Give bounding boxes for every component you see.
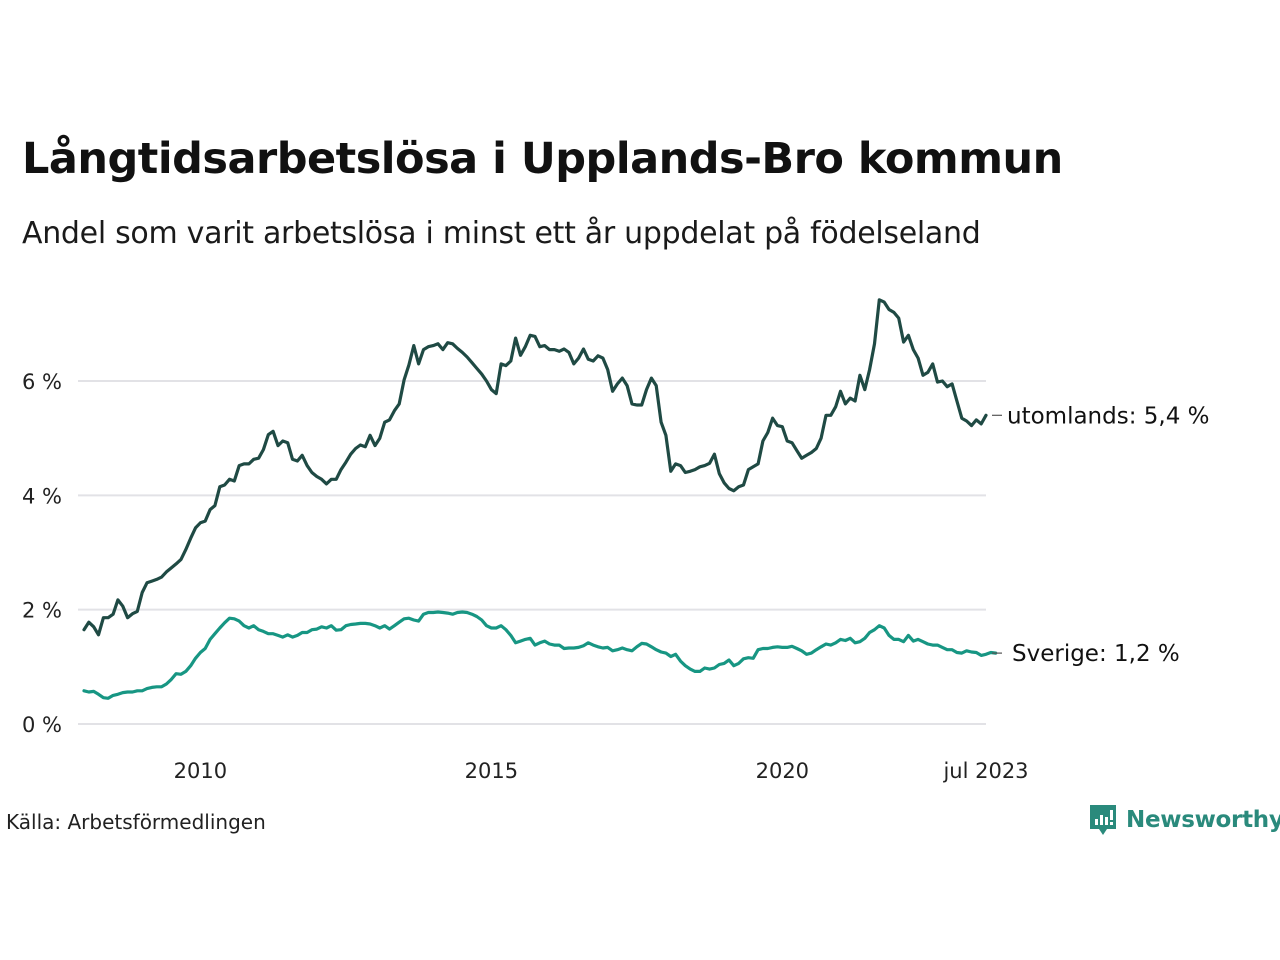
x-tick-label: jul 2023	[942, 759, 1028, 783]
chart-title: Långtidsarbetslösa i Upplands-Bro kommun	[22, 134, 1063, 184]
x-tick-label: 2020	[756, 759, 809, 783]
end-label-sverige: Sverige: 1,2 %	[1012, 641, 1180, 667]
series-line-utomlands	[82, 298, 988, 637]
y-axis-labels: 0 % 2 % 4 % 6 %	[22, 370, 62, 737]
brand-name: Newsworthy	[1126, 807, 1280, 833]
brand-logo: Newsworthy	[1088, 803, 1280, 837]
end-label-utomlands: utomlands: 5,4 %	[1007, 403, 1210, 429]
x-tick-label: 2010	[174, 759, 227, 783]
x-tick-label: 2015	[465, 759, 518, 783]
y-tick-label: 2 %	[22, 599, 62, 623]
y-tick-label: 4 %	[22, 484, 62, 508]
x-axis-labels: 2010 2015 2020 jul 2023	[174, 759, 1029, 783]
source-note: Källa: Arbetsförmedlingen	[6, 810, 266, 834]
newsworthy-logo-icon	[1090, 805, 1116, 835]
y-tick-label: 0 %	[22, 713, 62, 737]
chart-subtitle: Andel som varit arbetslösa i minst ett å…	[22, 216, 981, 251]
series-line-sverige	[82, 610, 998, 700]
series-end-labels: utomlands: 5,4 % Sverige: 1,2 %	[992, 403, 1210, 667]
series-lines	[82, 298, 998, 700]
gridlines	[78, 380, 986, 725]
y-tick-label: 6 %	[22, 370, 62, 394]
